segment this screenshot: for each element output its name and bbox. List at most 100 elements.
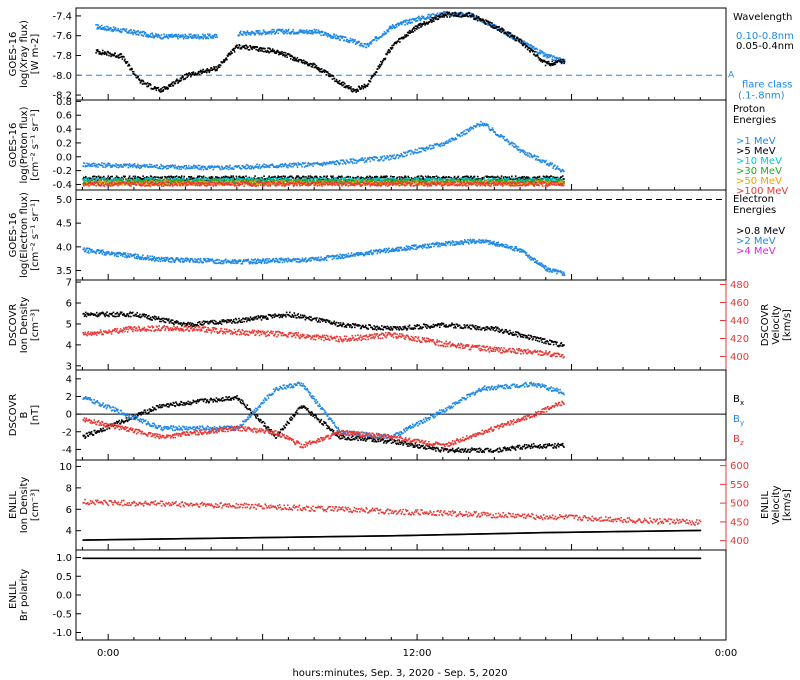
data-point: [358, 41, 360, 43]
data-point: [444, 178, 446, 180]
data-point: [118, 164, 121, 167]
data-point: [499, 28, 502, 31]
panel-proton: [75, 99, 727, 191]
data-point: [109, 164, 112, 167]
data-point: [390, 156, 393, 158]
data-point: [315, 32, 317, 34]
data-point: [410, 18, 412, 21]
data-point: [472, 15, 475, 17]
data-point: [339, 162, 341, 164]
data-point: [229, 176, 232, 179]
data-point: [519, 151, 522, 153]
data-point: [479, 19, 481, 21]
data-point: [487, 178, 489, 181]
data-point: [339, 35, 342, 37]
data-point: [108, 180, 111, 183]
data-point: [560, 60, 562, 63]
data-point: [404, 179, 407, 181]
data-point: [263, 50, 265, 53]
data-point: [465, 129, 467, 131]
data-point: [204, 165, 206, 168]
data-point: [558, 177, 560, 179]
data-point: [94, 164, 97, 167]
data-point: [541, 178, 543, 181]
data-point: [377, 179, 380, 182]
data-point: [323, 33, 325, 36]
data-point: [217, 178, 220, 181]
data-point: [429, 16, 432, 18]
data-point: [229, 53, 232, 56]
data-point: [260, 177, 263, 180]
data-point: [260, 32, 263, 35]
data-point: [165, 34, 168, 36]
data-point: [352, 177, 355, 179]
data-point: [531, 49, 533, 51]
data-point: [325, 176, 328, 179]
data-point: [319, 163, 321, 166]
data-point: [247, 31, 249, 34]
data-point: [204, 70, 207, 73]
data-point: [208, 178, 211, 181]
data-point: [370, 41, 372, 44]
data-point: [370, 42, 373, 45]
data-point: [293, 164, 296, 166]
data-point: [184, 168, 187, 170]
data-point: [389, 27, 392, 30]
data-point: [229, 164, 231, 167]
data-point: [447, 176, 450, 178]
data-point: [476, 175, 479, 178]
data-point: [382, 59, 385, 62]
data-point: [264, 33, 267, 36]
data-point: [345, 176, 348, 179]
data-point: [285, 180, 287, 182]
data-point: [499, 180, 502, 182]
data-point: [286, 56, 288, 59]
data-point: [194, 36, 197, 39]
data-point: [307, 161, 310, 164]
data-point: [331, 37, 334, 39]
data-point: [522, 180, 525, 182]
data-point: [466, 13, 469, 15]
data-point: [139, 181, 142, 183]
data-point: [413, 27, 416, 30]
data-point: [362, 44, 364, 47]
data-point: [457, 12, 460, 14]
data-point: [96, 48, 99, 51]
data-point: [216, 180, 218, 182]
data-point: [428, 176, 430, 179]
data-point: [144, 32, 147, 34]
data-point: [204, 167, 207, 169]
data-point: [351, 39, 353, 42]
data-point: [126, 60, 129, 63]
data-point: [277, 178, 280, 180]
data-point: [416, 19, 419, 22]
data-point: [166, 86, 168, 89]
data-point: [462, 177, 464, 180]
data-point: [338, 35, 340, 38]
data-point: [88, 177, 90, 179]
data-point: [251, 46, 254, 49]
data-point: [523, 153, 526, 155]
data-point: [161, 89, 163, 92]
data-point: [203, 71, 206, 73]
data-point: [471, 179, 473, 181]
data-point: [476, 19, 479, 22]
data-point: [183, 175, 186, 178]
data-point: [406, 154, 408, 156]
data-point: [438, 15, 440, 17]
data-point: [179, 77, 182, 80]
data-point: [411, 21, 414, 24]
data-point: [550, 55, 553, 57]
data-point: [456, 178, 459, 180]
data-point: [210, 166, 213, 169]
data-point: [483, 177, 485, 180]
data-point: [136, 165, 139, 168]
data-point: [278, 178, 281, 181]
data-point: [111, 28, 114, 31]
data-point: [311, 176, 314, 179]
data-point: [313, 31, 315, 34]
data-point: [433, 146, 435, 149]
data-point: [308, 64, 311, 67]
data-point: [456, 133, 458, 136]
data-point: [453, 177, 455, 180]
